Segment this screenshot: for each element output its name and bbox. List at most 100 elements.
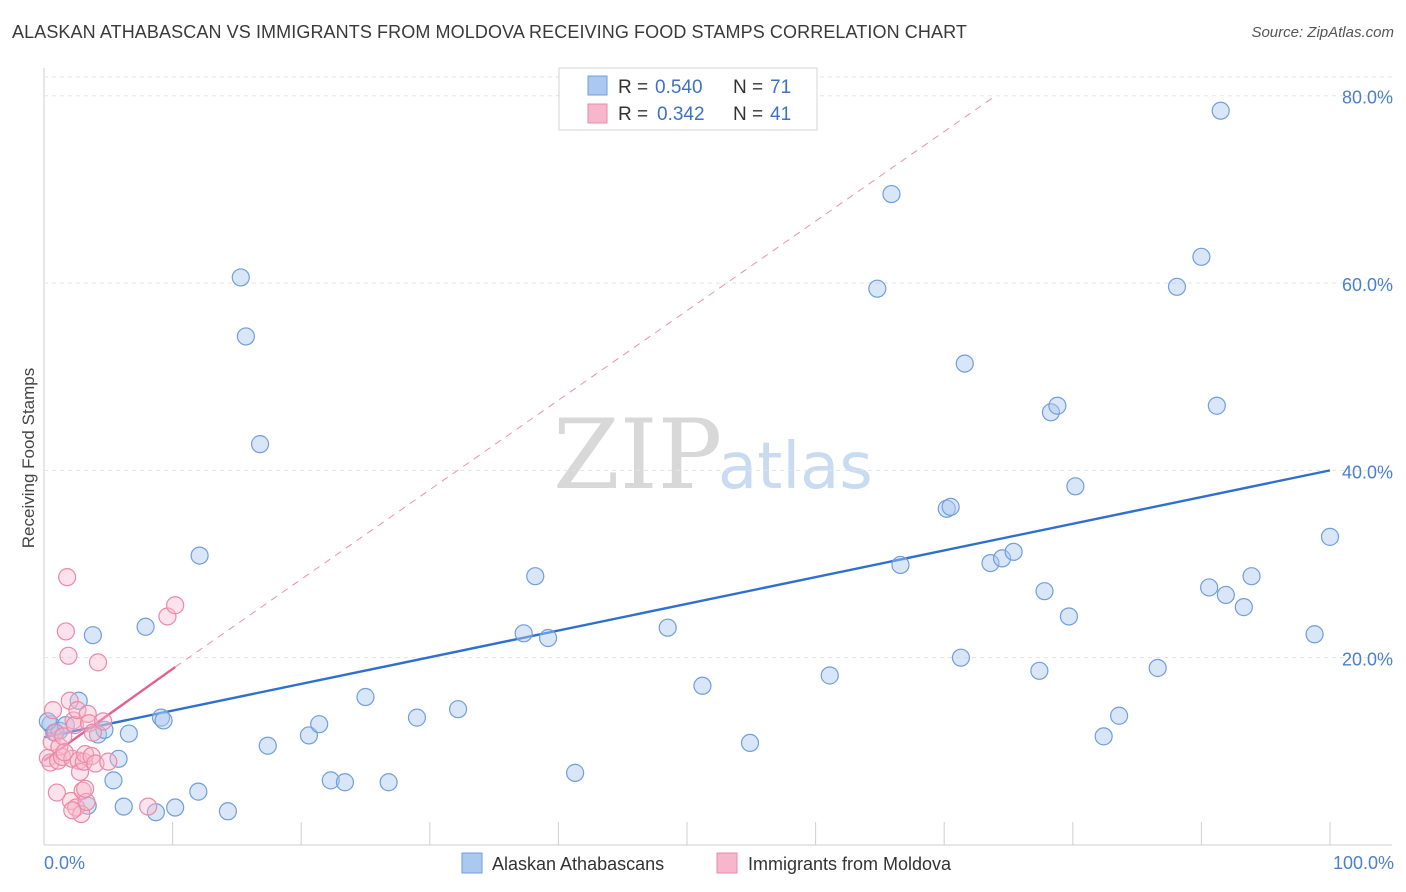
legend-r-value-2: 0.342: [657, 104, 705, 125]
point-athabascan: [955, 354, 974, 373]
point-athabascan: [109, 749, 128, 768]
watermark-zip: ZIP: [553, 399, 722, 511]
legend-n-label-1: N =: [733, 77, 763, 98]
point-moldova: [70, 762, 90, 782]
data-points: [38, 101, 1340, 824]
y-tick-label: 60.0%: [1342, 275, 1393, 295]
point-moldova: [58, 568, 77, 587]
point-moldova: [73, 781, 92, 800]
point-athabascan: [992, 549, 1012, 568]
point-athabascan: [83, 626, 102, 645]
trend-line-moldova: [43, 666, 176, 762]
point-athabascan: [1192, 247, 1211, 266]
point-athabascan: [231, 268, 250, 287]
point-athabascan: [1066, 477, 1085, 496]
point-moldova: [63, 801, 82, 820]
point-athabascan: [119, 724, 138, 743]
point-athabascan: [526, 567, 545, 586]
point-moldova: [78, 704, 97, 723]
point-moldova: [166, 596, 185, 615]
point-athabascan: [299, 726, 319, 745]
point-athabascan: [448, 700, 468, 719]
y-tick-labels: 20.0% 40.0% 60.0% 80.0%: [1342, 88, 1393, 670]
point-moldova: [88, 653, 108, 672]
point-athabascan: [407, 708, 427, 727]
point-athabascan: [981, 553, 1000, 573]
point-moldova: [60, 691, 79, 710]
point-athabascan: [1048, 396, 1067, 415]
point-athabascan: [1216, 585, 1235, 605]
point-athabascan: [514, 624, 533, 643]
point-athabascan: [1030, 661, 1049, 680]
point-athabascan: [1305, 625, 1324, 644]
point-athabascan: [820, 666, 839, 685]
x-tick-label-min: 0.0%: [44, 853, 85, 873]
legend-swatch-pink: [587, 103, 608, 124]
point-athabascan: [941, 497, 960, 516]
point-athabascan: [190, 546, 209, 565]
point-athabascan: [1109, 706, 1129, 725]
trend-line-athabascans: [43, 469, 1331, 739]
point-athabascan: [539, 628, 558, 648]
point-moldova: [77, 792, 96, 812]
point-athabascan: [1320, 527, 1340, 546]
point-athabascan: [236, 327, 256, 346]
point-athabascan: [1200, 578, 1219, 597]
x-ticks: [43, 822, 1331, 845]
point-athabascan: [335, 773, 355, 792]
point-athabascan: [1094, 727, 1113, 746]
legend-n-value-2: 41: [770, 104, 791, 125]
legend-n-label-2: N =: [733, 104, 763, 125]
point-moldova: [68, 701, 87, 720]
point-athabascan: [1234, 598, 1253, 617]
point-athabascan: [151, 708, 171, 727]
y-tick-label: 40.0%: [1342, 462, 1393, 482]
point-moldova: [56, 622, 75, 641]
point-athabascan: [951, 648, 971, 667]
point-athabascan: [356, 687, 375, 707]
point-athabascan: [1167, 277, 1187, 296]
point-athabascan: [379, 773, 398, 792]
point-moldova: [65, 716, 84, 735]
point-moldova: [59, 646, 78, 665]
legend-r-label-2: R =: [618, 104, 648, 125]
point-athabascan: [218, 802, 237, 821]
point-athabascan: [166, 798, 185, 817]
point-athabascan: [1242, 567, 1261, 586]
point-athabascan: [658, 618, 677, 637]
bottom-legend: Alaskan Athabascans Immigrants from Mold…: [461, 852, 952, 874]
point-athabascan: [321, 771, 340, 790]
legend-r-value-1: 0.540: [655, 77, 703, 98]
chart-title: ALASKAN ATHABASCAN VS IMMIGRANTS FROM MO…: [12, 22, 967, 42]
point-moldova: [139, 797, 158, 816]
point-athabascan: [1004, 542, 1023, 561]
point-moldova: [94, 712, 113, 731]
point-moldova: [76, 779, 95, 798]
point-athabascan: [114, 797, 133, 816]
point-athabascan: [740, 733, 760, 753]
point-athabascan: [258, 736, 277, 755]
point-moldova: [50, 737, 69, 756]
point-athabascan: [693, 676, 712, 695]
point-moldova: [47, 783, 66, 802]
point-athabascan: [1059, 607, 1079, 626]
point-athabascan: [868, 279, 887, 298]
grid: [44, 76, 1392, 659]
point-moldova: [99, 752, 118, 771]
point-athabascan: [1211, 101, 1230, 120]
legend-r-label-1: R =: [618, 77, 648, 98]
point-moldova: [54, 727, 73, 746]
point-athabascan: [154, 711, 173, 730]
point-moldova: [79, 714, 99, 733]
point-athabascan: [882, 184, 901, 204]
point-athabascan: [1035, 582, 1054, 601]
point-moldova: [83, 723, 102, 742]
point-athabascan: [310, 715, 329, 734]
point-athabascan: [136, 617, 155, 636]
point-moldova: [43, 701, 63, 720]
legend-n-value-1: 71: [770, 77, 791, 98]
point-athabascan: [891, 555, 910, 575]
y-tick-label: 80.0%: [1342, 88, 1393, 108]
trend-line-moldova-extension: [174, 95, 996, 668]
point-athabascan: [250, 435, 270, 454]
